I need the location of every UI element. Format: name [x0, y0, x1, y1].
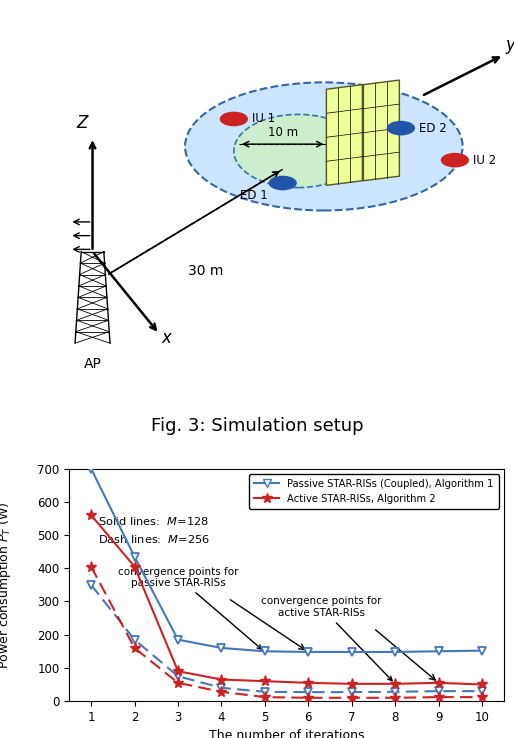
- Ellipse shape: [269, 176, 297, 190]
- Legend: Passive STAR-RISs (Coupled), Algorithm 1, Active STAR-RISs, Algorithm 2: Passive STAR-RISs (Coupled), Algorithm 1…: [249, 474, 499, 508]
- Text: IU 2: IU 2: [473, 154, 496, 167]
- Text: 1.5 m: 1.5 m: [365, 154, 397, 164]
- Text: IU 1: IU 1: [252, 112, 275, 125]
- Ellipse shape: [387, 121, 415, 136]
- Polygon shape: [363, 80, 399, 181]
- Text: $Z$: $Z$: [76, 114, 90, 132]
- Ellipse shape: [441, 153, 469, 168]
- Text: $y$: $y$: [505, 38, 514, 56]
- Ellipse shape: [234, 114, 362, 187]
- Text: 30 m: 30 m: [188, 263, 223, 277]
- Ellipse shape: [220, 111, 248, 126]
- Text: Fig. 3: Simulation setup: Fig. 3: Simulation setup: [151, 416, 363, 435]
- Text: ED 2: ED 2: [419, 122, 447, 134]
- Ellipse shape: [185, 83, 463, 210]
- Text: convergence points for
active STAR-RISs: convergence points for active STAR-RISs: [261, 596, 392, 680]
- Text: $x$: $x$: [161, 329, 173, 347]
- X-axis label: The number of iterations: The number of iterations: [209, 729, 364, 738]
- Text: ED 1: ED 1: [240, 190, 267, 202]
- Text: Solid lines:  $M$=128
Dash lines:  $M$=256: Solid lines: $M$=128 Dash lines: $M$=256: [98, 515, 210, 545]
- Text: convergence points for
passive STAR-RISs: convergence points for passive STAR-RISs: [118, 567, 262, 649]
- Polygon shape: [326, 85, 362, 185]
- Text: AP: AP: [84, 357, 101, 371]
- Text: 10 m: 10 m: [268, 126, 298, 139]
- Y-axis label: Power consumption $P_T$ (W): Power consumption $P_T$ (W): [0, 501, 13, 669]
